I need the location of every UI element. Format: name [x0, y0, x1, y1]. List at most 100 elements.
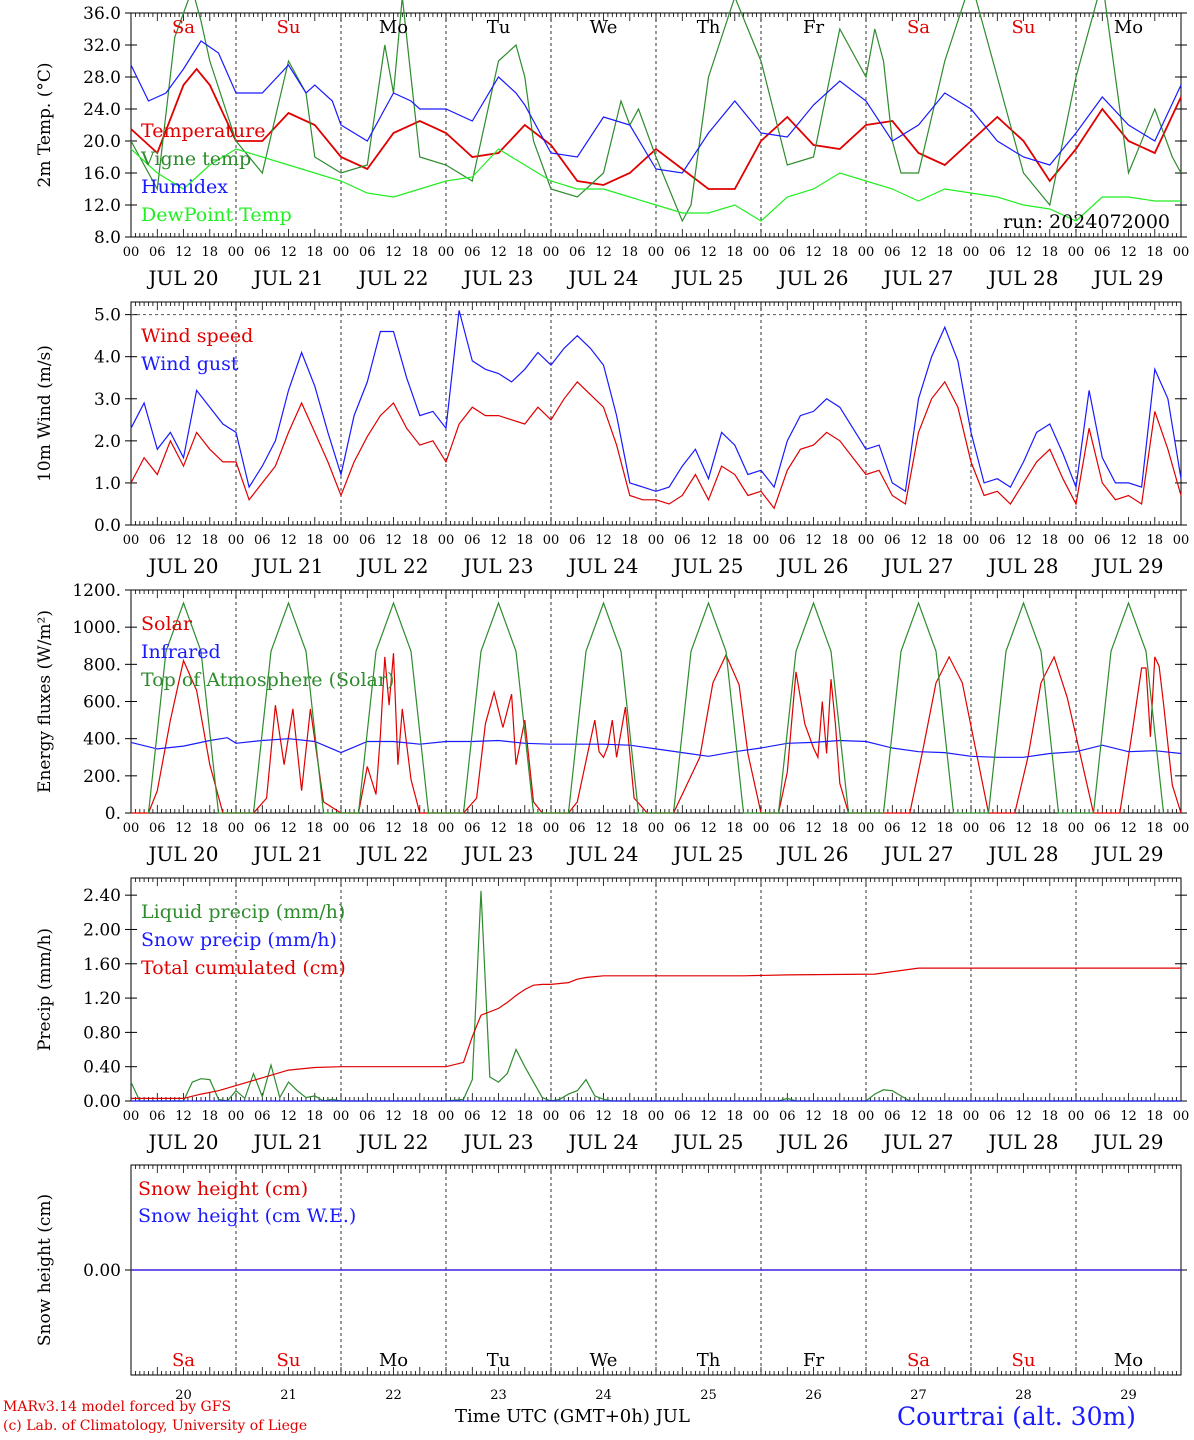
hour-tick-label: 06	[149, 1109, 166, 1124]
day-number-label: 20	[175, 1388, 192, 1403]
hour-tick-label: 18	[831, 821, 848, 836]
series-line-wind-speed	[130, 380, 1182, 510]
hour-tick-label: 12	[910, 821, 927, 836]
y-tick-label: 2.40	[83, 886, 121, 906]
hour-tick-label: 12	[490, 1109, 507, 1124]
hour-tick-label: 00	[753, 821, 770, 836]
day-label: JUL 26	[777, 554, 849, 578]
weekday-label: Fr	[803, 1350, 824, 1371]
hour-tick-label: 18	[1041, 245, 1058, 260]
hour-tick-label: 12	[1015, 821, 1032, 836]
hour-tick-label: 00	[228, 821, 245, 836]
hour-tick-label: 06	[884, 821, 901, 836]
day-label: JUL 21	[252, 842, 324, 866]
hour-tick-label: 18	[411, 1109, 428, 1124]
y-tick-label: 0.	[105, 804, 121, 824]
hour-tick-label: 00	[858, 821, 875, 836]
day-number-label: 22	[385, 1388, 402, 1403]
hour-tick-label: 12	[280, 1109, 297, 1124]
hour-tick-label: 06	[254, 821, 271, 836]
hour-tick-label: 12	[910, 1109, 927, 1124]
hour-tick-label: 18	[936, 821, 953, 836]
hour-tick-label: 00	[753, 1109, 770, 1124]
y-tick-label: 24.0	[83, 100, 121, 120]
day-label: JUL 23	[462, 1130, 534, 1154]
hour-tick-label: 18	[201, 821, 218, 836]
hour-tick-label: 00	[123, 245, 140, 260]
hour-tick-label: 00	[858, 245, 875, 260]
y-tick-label: 2.00	[83, 920, 121, 940]
panel-5: 0.00 Snow height (cm) Snow height (cm) Snow…	[35, 1164, 1187, 1403]
weekday-label: Su	[277, 1350, 301, 1371]
hour-tick-label: 12	[805, 533, 822, 548]
hour-tick-label: 12	[280, 533, 297, 548]
day-label: JUL 25	[672, 554, 744, 578]
y-tick-label: 1.60	[83, 955, 121, 975]
day-label: JUL 28	[987, 554, 1059, 578]
hour-tick-label: 12	[595, 821, 612, 836]
hour-tick-label: 12	[385, 1109, 402, 1124]
run-label: run: 2024072000	[1003, 211, 1170, 233]
series-line-temperature	[130, 67, 1182, 190]
panel-2: 0.0 1.0 2.0 3.0 4.0 5.0 10m Wind (m/s) Wind spe…	[35, 301, 1189, 578]
legend-entry: DewPoint Temp	[141, 204, 292, 226]
hour-tick-label: 18	[1041, 533, 1058, 548]
hour-tick-label: 00	[438, 1109, 455, 1124]
hour-tick-label: 12	[910, 533, 927, 548]
weekday-label: Su	[1012, 1350, 1036, 1371]
y-tick-label: 16.0	[83, 164, 121, 184]
hour-tick-label: 00	[438, 533, 455, 548]
hour-tick-label: 12	[1015, 245, 1032, 260]
hour-tick-label: 12	[175, 821, 192, 836]
y-axis-label: 10m Wind (m/s)	[35, 345, 55, 482]
hour-tick-label: 18	[621, 1109, 638, 1124]
hour-tick-label: 12	[280, 821, 297, 836]
legend-entry: Solar	[141, 613, 193, 635]
y-axis-label: Precip (mm/h)	[35, 928, 55, 1051]
hour-tick-label: 12	[700, 245, 717, 260]
day-label: JUL 28	[987, 842, 1059, 866]
hour-tick-label: 06	[1094, 245, 1111, 260]
legend-entry: Total cumulated (cm)	[141, 957, 346, 979]
y-tick-label: 32.0	[83, 36, 121, 56]
hour-tick-label: 00	[963, 821, 980, 836]
day-label: JUL 26	[777, 1130, 849, 1154]
weekday-label: Su	[1012, 17, 1036, 38]
hour-tick-label: 06	[359, 533, 376, 548]
y-tick-label: 600.	[83, 693, 121, 713]
hour-tick-label: 12	[805, 245, 822, 260]
hour-tick-label: 06	[779, 821, 796, 836]
hour-tick-label: 12	[1120, 821, 1137, 836]
series-line-liquid-precip-mm-h-	[130, 890, 1181, 1102]
hour-tick-label: 06	[569, 533, 586, 548]
hour-tick-label: 06	[254, 533, 271, 548]
day-number-label: 25	[700, 1388, 717, 1403]
hour-tick-label: 18	[516, 533, 533, 548]
station-name: Courtrai (alt. 30m)	[897, 1402, 1136, 1431]
y-axis-label: Energy fluxes (W/m²)	[35, 610, 55, 793]
legend-entry: Snow precip (mm/h)	[141, 929, 337, 951]
hour-tick-label: 06	[884, 245, 901, 260]
hour-tick-label: 12	[175, 245, 192, 260]
day-label: JUL 25	[672, 1130, 744, 1154]
hour-tick-label: 06	[569, 821, 586, 836]
hour-tick-label: 12	[1015, 533, 1032, 548]
y-tick-label: 0.00	[83, 1092, 121, 1112]
day-label: JUL 29	[1092, 554, 1164, 578]
day-label: JUL 23	[462, 842, 534, 866]
y-tick-label: 800.	[83, 655, 121, 675]
day-label: JUL 29	[1092, 266, 1164, 290]
hour-tick-label: 18	[411, 533, 428, 548]
hour-tick-label: 06	[464, 821, 481, 836]
plot-frame	[130, 589, 1182, 814]
day-number-label: 23	[490, 1388, 507, 1403]
hour-ticks	[130, 302, 1182, 525]
hour-tick-label: 00	[543, 533, 560, 548]
series-line-vigne-temp	[130, 0, 1182, 223]
hour-tick-label: 00	[753, 245, 770, 260]
hour-tick-label: 18	[831, 245, 848, 260]
day-label: JUL 27	[882, 1130, 954, 1154]
y-tick-label: 5.0	[94, 306, 121, 326]
legend-entry: Liquid precip (mm/h)	[141, 901, 345, 923]
